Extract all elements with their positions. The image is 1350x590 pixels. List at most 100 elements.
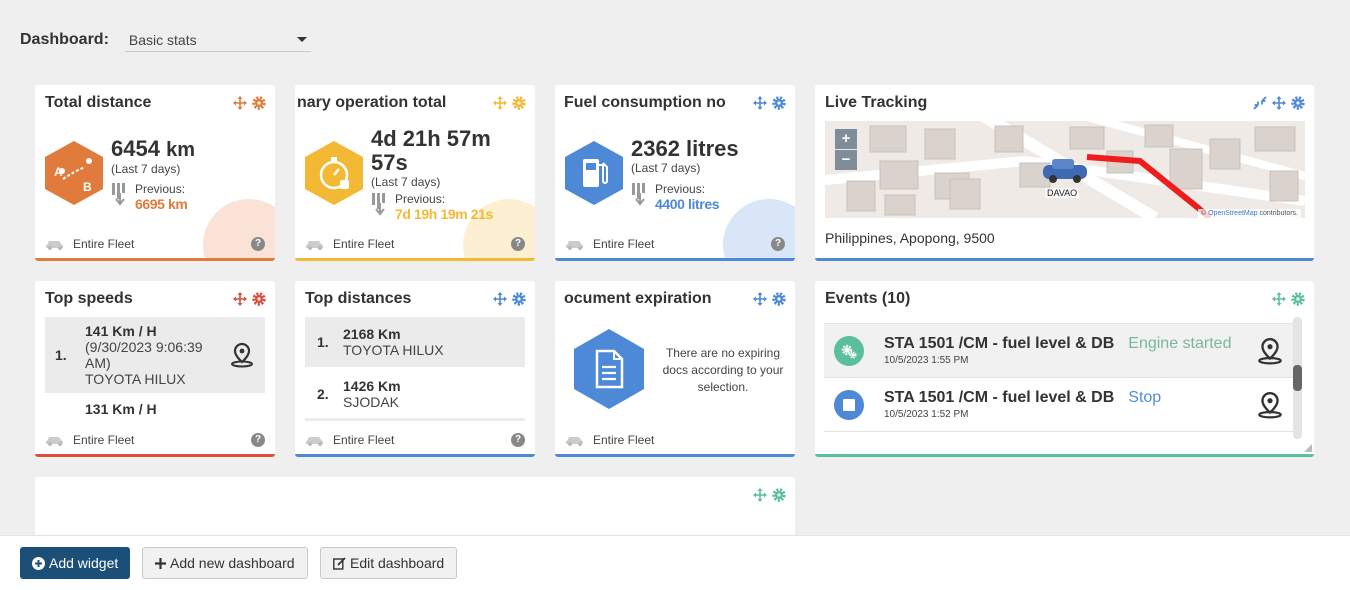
gear-icon[interactable]: [771, 487, 787, 503]
previous-value: 6695 km: [135, 196, 188, 212]
vehicle-name: TOYOTA HILUX: [85, 371, 186, 387]
fleet-filter[interactable]: Entire Fleet: [565, 433, 654, 447]
move-icon[interactable]: [492, 291, 508, 307]
widget-tools: [492, 291, 527, 307]
accent-bar: [555, 258, 795, 261]
event-status: Stop: [1128, 389, 1162, 406]
move-icon[interactable]: [232, 291, 248, 307]
osm-link[interactable]: OpenStreetMap: [1208, 210, 1258, 217]
vehicle-name: TOYOTA HILUX: [343, 342, 444, 358]
help-icon[interactable]: ?: [771, 237, 785, 251]
fleet-filter[interactable]: Entire Fleet: [45, 433, 134, 447]
dashboard-selector-bar: Dashboard: Basic stats: [20, 28, 311, 52]
rank: 1.: [317, 334, 329, 350]
move-icon[interactable]: [232, 95, 248, 111]
previous-value: 7d 19h 19m 21s: [395, 206, 493, 222]
dashboard-dropdown[interactable]: Basic stats: [124, 28, 311, 52]
event-title: STA 1501 /CM - fuel level & DB: [884, 335, 1115, 352]
list-item[interactable]: 131 Km / H: [45, 395, 265, 425]
event-title: STA 1501 /CM - fuel level & DB: [884, 389, 1115, 406]
map-pin-icon[interactable]: [1256, 337, 1284, 365]
car-icon: [566, 437, 583, 446]
previous-block: Previous: 7d 19h 19m 21s: [371, 193, 493, 222]
fleet-label: Entire Fleet: [333, 433, 395, 447]
car-icon: [566, 241, 583, 250]
decorative-blob: [723, 199, 795, 261]
add-widget-button[interactable]: Add widget: [20, 547, 131, 579]
edit-dashboard-button[interactable]: Edit dashboard: [320, 547, 458, 579]
fleet-filter[interactable]: Entire Fleet: [305, 237, 394, 251]
widget-fuel-consumption: Fuel consumption no 2362 litres (Last 7 …: [555, 85, 795, 261]
fleet-filter[interactable]: Entire Fleet: [565, 237, 654, 251]
plus-icon: [155, 557, 166, 569]
fleet-filter[interactable]: Entire Fleet: [305, 433, 394, 447]
move-icon[interactable]: [752, 291, 768, 307]
fleet-label: Entire Fleet: [73, 433, 135, 447]
event-status: Engine started: [1128, 335, 1232, 352]
rank: 1.: [55, 347, 67, 363]
map-view[interactable]: DAVAO + − © OpenStreetMap contributors.: [825, 121, 1305, 218]
stat-unit: km: [166, 139, 195, 161]
list-item[interactable]: 2. 1426 Km SJODAK: [305, 369, 525, 421]
gear-icon[interactable]: [1290, 95, 1306, 111]
speed-value: 141 Km / H: [85, 323, 157, 339]
map-attribution: © OpenStreetMap contributors.: [1198, 209, 1301, 218]
stat-value-block: 4d 21h 57m 57s (Last 7 days): [371, 127, 491, 190]
move-icon[interactable]: [1271, 291, 1287, 307]
list-item[interactable]: 1. 2168 Km TOYOTA HILUX: [305, 317, 525, 369]
collapse-icon[interactable]: [1252, 95, 1268, 111]
gear-icon[interactable]: [511, 95, 527, 111]
help-icon[interactable]: ?: [511, 433, 525, 447]
add-dashboard-button[interactable]: Add new dashboard: [142, 547, 308, 579]
map-marker-label: DAVAO: [1045, 188, 1080, 198]
widget-tools: [232, 95, 267, 111]
chevron-down-icon: [296, 37, 307, 42]
widget-title: Top speeds: [45, 290, 133, 307]
previous-label: Previous:: [135, 182, 186, 196]
gear-icon[interactable]: [511, 291, 527, 307]
resize-handle[interactable]: [1304, 444, 1312, 452]
help-icon[interactable]: ?: [511, 237, 525, 251]
fleet-label: Entire Fleet: [593, 433, 655, 447]
help-icon[interactable]: ?: [251, 237, 265, 251]
gear-icon[interactable]: [771, 95, 787, 111]
dashboard-label: Dashboard:: [20, 31, 109, 48]
widget-tools: [752, 291, 787, 307]
widget-title: Live Tracking: [825, 94, 928, 111]
gear-icon[interactable]: [1290, 291, 1306, 307]
stat-period: (Last 7 days): [631, 161, 701, 175]
stat-value: 2362 litres: [631, 136, 739, 161]
move-icon[interactable]: [752, 487, 768, 503]
trend-down-icon: [372, 193, 385, 216]
widget-title: Fuel consumption no: [564, 94, 726, 111]
gear-icon[interactable]: [251, 95, 267, 111]
map-pin-icon[interactable]: [1256, 391, 1284, 419]
widget-primary-operation: nary operation total 4d 21h 57m 57s (Las…: [295, 85, 535, 261]
top-speeds-list: 1. 141 Km / H (9/30/2023 9:06:39 AM) TOY…: [45, 317, 265, 425]
move-icon[interactable]: [492, 95, 508, 111]
list-item[interactable]: STA 1501 /CM - fuel level & DB Engine sta…: [824, 324, 1294, 378]
zoom-out-button[interactable]: −: [835, 150, 857, 170]
move-icon[interactable]: [752, 95, 768, 111]
list-item[interactable]: 1. 141 Km / H (9/30/2023 9:06:39 AM) TOY…: [45, 317, 265, 395]
map-pin-icon[interactable]: [229, 342, 255, 368]
dashboard-dropdown-value: Basic stats: [128, 31, 197, 48]
gear-icon[interactable]: [771, 291, 787, 307]
move-icon[interactable]: [1271, 95, 1287, 111]
zoom-in-button[interactable]: +: [835, 129, 857, 149]
list-item[interactable]: STA 1501 /CM - fuel level & DB Stop 10/5/…: [824, 378, 1294, 432]
widget-title: nary operation total: [297, 94, 447, 111]
widget-title: Total distance: [45, 94, 152, 111]
stat-value: 6454: [111, 136, 160, 161]
widget-tools: [752, 487, 787, 503]
car-icon: [46, 437, 63, 446]
speed-value: 131 Km / H: [85, 401, 157, 417]
events-scrollbar[interactable]: [1293, 317, 1302, 439]
help-icon[interactable]: ?: [251, 433, 265, 447]
gear-icon[interactable]: [251, 291, 267, 307]
scrollbar-thumb[interactable]: [1293, 365, 1302, 391]
widget-live-tracking: Live Tracking DAVA: [815, 85, 1314, 261]
empty-state-message: There are no expiring docs according to …: [662, 346, 784, 394]
fleet-filter[interactable]: Entire Fleet: [45, 237, 134, 251]
stat-period: (Last 7 days): [371, 175, 441, 189]
